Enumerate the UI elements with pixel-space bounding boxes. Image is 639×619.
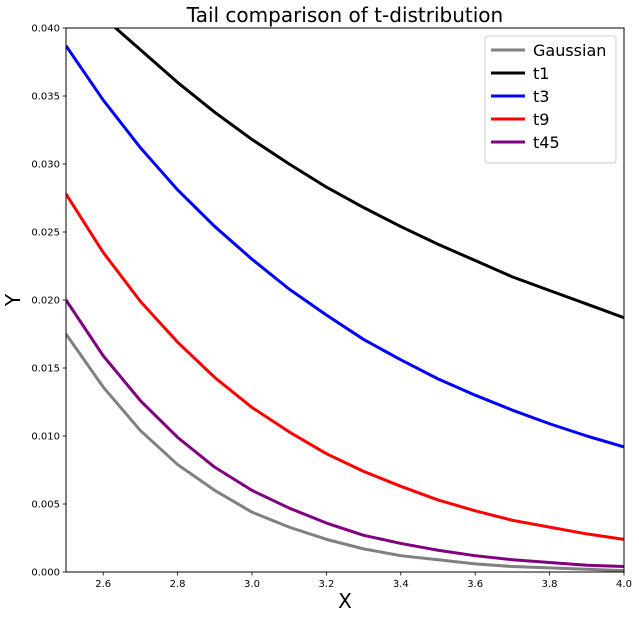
legend-label-t3: t3: [533, 87, 549, 106]
legend-box: [484, 35, 617, 164]
y-tick-label: 0.020: [31, 296, 60, 307]
series-line-gaussian: [66, 333, 624, 572]
x-tick-label: 4.0: [616, 579, 632, 590]
chart-title: Tail comparison of t-distribution: [186, 3, 503, 27]
y-axis-label: Y: [1, 293, 25, 307]
series-layer: [66, 28, 624, 572]
y-tick-label: 0.015: [31, 364, 60, 375]
x-tick-label: 3.2: [318, 579, 334, 590]
series-line-t45: [66, 299, 624, 569]
y-tick-label: 0.010: [31, 432, 60, 443]
y-tick-label: 0.035: [31, 92, 60, 103]
series-line-t9: [66, 193, 624, 541]
y-tick-label: 0.040: [31, 24, 60, 35]
x-tick-label: 3.6: [467, 579, 483, 590]
y-tick-label: 0.025: [31, 228, 60, 239]
y-tick-label: 0.000: [31, 568, 60, 579]
legend-label-gaussian: Gaussian: [533, 41, 606, 60]
x-tick-label: 2.6: [95, 579, 111, 590]
x-tick-label: 3.8: [542, 579, 558, 590]
legend: Gaussian t1 t3 t9 t45: [484, 35, 617, 164]
series-line-t1: [113, 28, 624, 320]
legend-label-t9: t9: [533, 110, 549, 129]
legend-label-t45: t45: [533, 133, 560, 152]
x-tick-label: 3.4: [393, 579, 409, 590]
ticks-layer: 2.6 2.8 3.0 3.2 3.4 3.6 3.8 4.0 0.000 0.005 0.010 0…: [31, 24, 632, 591]
x-axis-label: X: [338, 589, 352, 613]
y-tick-label: 0.030: [31, 160, 60, 171]
x-tick-label: 3.0: [244, 579, 260, 590]
x-tick-label: 2.8: [170, 579, 186, 590]
legend-label-t1: t1: [533, 64, 549, 83]
y-tick-label: 0.005: [31, 500, 60, 511]
series-line-t3: [66, 44, 624, 449]
